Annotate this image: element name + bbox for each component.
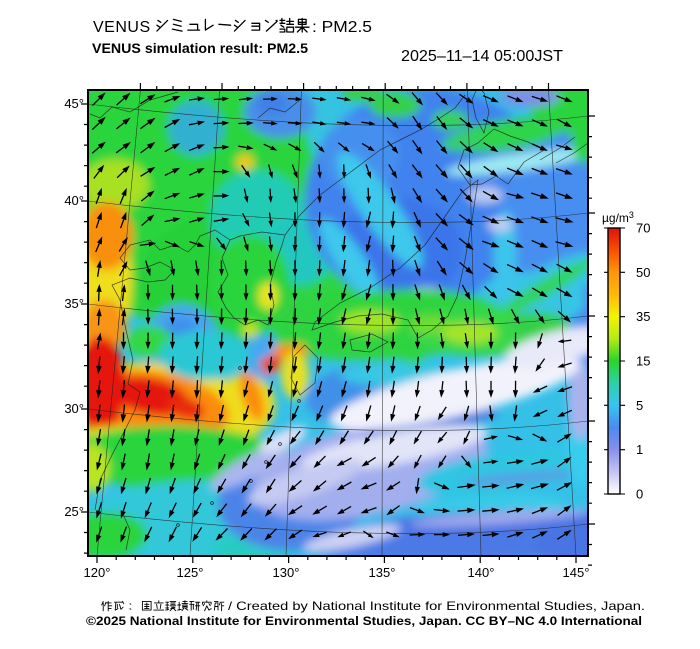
svg-text:VENUS simulation result: PM2.5: VENUS simulation result: PM2.5 <box>92 40 308 56</box>
svg-text:45°: 45° <box>64 96 84 111</box>
svg-text:135°: 135° <box>369 565 396 580</box>
svg-text:35°: 35° <box>64 296 84 311</box>
svg-text:µg/m3: µg/m3 <box>602 210 634 225</box>
svg-text:0: 0 <box>636 487 643 502</box>
svg-text:: PM2.5: : PM2.5 <box>312 19 372 36</box>
svg-text:VENUS: VENUS <box>93 19 151 36</box>
svg-text:120°: 120° <box>84 565 111 580</box>
svg-text:5: 5 <box>636 398 643 413</box>
svg-text:/ Created by National Institut: / Created by National Institute for Envi… <box>228 599 645 613</box>
svg-text:145°: 145° <box>563 565 590 580</box>
svg-text:25°: 25° <box>64 504 84 519</box>
svg-text:©2025 National Institute for E: ©2025 National Institute for Environment… <box>86 614 642 628</box>
svg-text:130°: 130° <box>273 565 300 580</box>
svg-text:1: 1 <box>636 442 643 457</box>
svg-text:50: 50 <box>636 265 650 280</box>
svg-text:125°: 125° <box>177 565 204 580</box>
svg-text:30°: 30° <box>64 401 84 416</box>
svg-text:35: 35 <box>636 309 650 324</box>
svg-text:140°: 140° <box>468 565 495 580</box>
svg-text:70: 70 <box>636 221 650 236</box>
svg-text:2025–11–14 05:00JST: 2025–11–14 05:00JST <box>401 48 563 65</box>
svg-text:40°: 40° <box>64 193 84 208</box>
svg-text:15: 15 <box>636 354 650 369</box>
